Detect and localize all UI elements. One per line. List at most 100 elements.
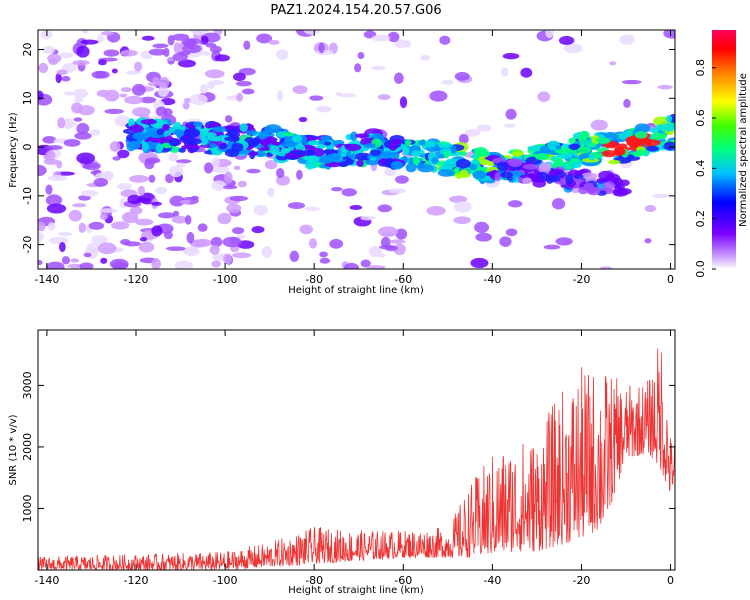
spectrogram-y-tick-label: -10: [21, 187, 34, 205]
heatmap-ridge-blob: [269, 145, 280, 155]
heatmap-ridge-blob: [424, 140, 436, 148]
heatmap-blob: [73, 117, 83, 122]
heatmap-blob: [158, 212, 176, 219]
heatmap-blob: [141, 35, 155, 41]
heatmap-blob: [464, 129, 481, 137]
heatmap-ridge-blob: [459, 151, 468, 157]
heatmap-ridge-blob: [417, 164, 435, 173]
heatmap-blob: [377, 94, 391, 100]
heatmap-blob: [368, 245, 382, 258]
heatmap-blob: [619, 34, 635, 45]
heatmap-branch-blob: [573, 174, 584, 179]
heatmap-blob: [454, 71, 470, 81]
heatmap-blob: [80, 39, 99, 45]
heatmap-branch-blob: [596, 177, 609, 183]
heatmap-ridge-blob: [643, 139, 661, 147]
snr-y-tick-label: 2000: [21, 433, 34, 461]
snr-y-axis: 1000 2000 3000: [21, 371, 675, 522]
heatmap-ridge-blob: [663, 141, 675, 151]
heatmap-blob: [267, 187, 275, 198]
heatmap-ridge-blob: [199, 136, 208, 146]
heatmap-blob: [48, 57, 59, 65]
heatmap-ridge-blob: [473, 146, 488, 157]
heatmap-ridge-blob: [126, 141, 136, 152]
heatmap-blob: [458, 133, 469, 145]
colorbar-tick-label: 0.2: [694, 210, 707, 228]
heatmap-ridge-blob: [264, 124, 282, 134]
heatmap-ridge-blob: [356, 159, 364, 167]
heatmap-blob: [475, 232, 493, 242]
heatmap-blob: [76, 122, 90, 135]
heatmap-blob: [42, 46, 56, 54]
heatmap-ridge-blob: [665, 115, 673, 123]
heatmap-blob: [151, 225, 163, 237]
heatmap-blob: [354, 63, 362, 73]
heatmap-blob: [147, 81, 167, 87]
heatmap-blob: [236, 92, 244, 102]
heatmap-blob: [48, 236, 69, 245]
heatmap-branch-blob: [578, 186, 589, 195]
spectrogram-x-tick-label: -60: [394, 273, 412, 286]
heatmap-ridge-blob: [338, 161, 349, 167]
heatmap-ridge-blob: [178, 147, 186, 153]
heatmap-blob: [276, 90, 284, 102]
heatmap-blob: [129, 175, 149, 183]
colorbar-tick-label: 0.6: [694, 109, 707, 127]
heatmap-blob: [175, 159, 192, 164]
heatmap-blob: [441, 79, 454, 85]
heatmap-blob: [318, 42, 325, 54]
heatmap-ridge-blob: [249, 139, 259, 147]
heatmap-blob: [299, 224, 313, 235]
heatmap-ridge-blob: [209, 143, 216, 149]
heatmap-blob: [211, 260, 222, 268]
heatmap-ridge-blob: [455, 158, 471, 169]
heatmap-blob: [76, 152, 96, 164]
heatmap-blob: [261, 246, 272, 259]
heatmap-blob: [555, 237, 573, 246]
heatmap-blob: [83, 252, 92, 258]
heatmap-blob: [59, 241, 66, 253]
heatmap-blob: [174, 260, 194, 269]
heatmap-ridge-blob: [431, 157, 439, 164]
heatmap-ridge-blob: [231, 142, 244, 152]
heatmap-blob: [289, 250, 300, 262]
heatmap-blob: [223, 185, 238, 190]
heatmap-ridge-blob: [436, 142, 454, 149]
heatmap-ridge-blob: [607, 159, 621, 165]
heatmap-blob: [558, 35, 575, 45]
heatmap-blob: [663, 30, 675, 39]
heatmap-blob: [72, 60, 90, 66]
heatmap-blob: [38, 231, 44, 242]
heatmap-blob: [304, 206, 320, 211]
heatmap-branch-blob: [522, 177, 532, 185]
heatmap-blob: [563, 43, 583, 54]
heatmap-ridge-blob: [660, 123, 675, 132]
heatmap-ridge-blob: [141, 141, 149, 151]
heatmap-ridge-blob: [457, 173, 471, 178]
heatmap-blob: [167, 35, 175, 46]
heatmap-blob: [45, 194, 63, 206]
heatmap-ridge-blob: [404, 139, 412, 147]
heatmap-blob: [499, 236, 512, 247]
spectrogram-y-axis: -20 -10 0 10 20: [21, 43, 675, 254]
heatmap-blob: [387, 31, 400, 43]
heatmap-blob: [127, 194, 142, 205]
heatmap-branch-blob: [614, 177, 623, 187]
heatmap-blob: [121, 211, 139, 224]
heatmap-ridge-blob: [292, 150, 306, 156]
heatmap-blob: [120, 49, 138, 57]
heatmap-blob: [62, 62, 77, 73]
heatmap-blob: [120, 87, 132, 93]
heatmap-branch-blob: [602, 181, 616, 190]
heatmap-blob: [623, 98, 631, 109]
heatmap-blob: [237, 180, 248, 188]
heatmap-blob: [88, 221, 105, 230]
heatmap-ridge-blob: [319, 155, 335, 164]
heatmap-blob: [393, 72, 404, 84]
heatmap-blob: [233, 165, 241, 171]
heatmap-blob: [341, 188, 357, 197]
heatmap-ridge-blob: [283, 132, 294, 137]
snr-frame: [37, 329, 676, 571]
snr-x-tick-label: -80: [305, 574, 323, 587]
